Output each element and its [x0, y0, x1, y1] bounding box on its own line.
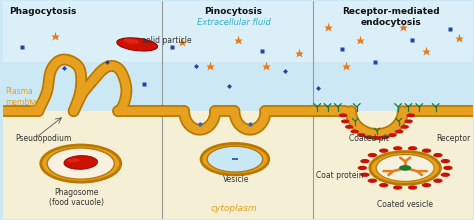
Circle shape: [358, 166, 367, 170]
Text: Coat protein: Coat protein: [316, 171, 364, 180]
Text: Phagosome
(food vacuole): Phagosome (food vacuole): [48, 188, 103, 207]
Circle shape: [399, 165, 411, 171]
Bar: [3, 111, 474, 219]
Circle shape: [207, 146, 263, 172]
Circle shape: [368, 179, 377, 183]
Circle shape: [201, 143, 269, 175]
Circle shape: [388, 133, 397, 137]
Circle shape: [360, 172, 370, 177]
Circle shape: [379, 183, 389, 187]
Circle shape: [350, 130, 359, 134]
Text: Vesicle: Vesicle: [223, 176, 249, 184]
Circle shape: [408, 185, 417, 190]
Circle shape: [345, 125, 354, 129]
Circle shape: [433, 153, 443, 157]
Circle shape: [401, 125, 409, 129]
Circle shape: [393, 185, 402, 190]
Circle shape: [443, 166, 453, 170]
Text: Receptor-mediated
endocytosis: Receptor-mediated endocytosis: [342, 7, 440, 27]
Text: Coated pit: Coated pit: [349, 134, 389, 143]
Circle shape: [433, 179, 443, 183]
Ellipse shape: [117, 38, 157, 51]
Circle shape: [393, 146, 402, 150]
Text: Plasma
membrane: Plasma membrane: [6, 87, 47, 106]
Text: Phagocytosis: Phagocytosis: [9, 7, 77, 16]
Circle shape: [441, 172, 450, 177]
Ellipse shape: [123, 38, 139, 44]
Circle shape: [381, 135, 389, 139]
Circle shape: [47, 148, 114, 179]
Circle shape: [368, 153, 377, 157]
Circle shape: [370, 152, 440, 184]
Circle shape: [341, 119, 349, 123]
Ellipse shape: [67, 158, 80, 163]
Circle shape: [339, 113, 347, 117]
Bar: [3, 1, 474, 62]
Circle shape: [41, 145, 121, 182]
Circle shape: [441, 159, 450, 163]
Text: Pseudopodium: Pseudopodium: [15, 134, 71, 143]
Circle shape: [360, 159, 370, 163]
Circle shape: [376, 154, 434, 181]
Circle shape: [408, 146, 417, 150]
Circle shape: [407, 113, 415, 117]
Text: cytoplasm: cytoplasm: [210, 204, 257, 213]
Ellipse shape: [64, 156, 98, 169]
Circle shape: [373, 136, 381, 140]
Circle shape: [365, 135, 373, 139]
Circle shape: [379, 148, 389, 153]
Circle shape: [395, 130, 403, 134]
Circle shape: [422, 183, 431, 187]
Bar: [232, 158, 238, 161]
Circle shape: [422, 148, 431, 153]
Circle shape: [404, 119, 413, 123]
Text: solid particle: solid particle: [142, 36, 191, 44]
Bar: [3, 1, 474, 111]
Text: Receptor: Receptor: [437, 134, 471, 143]
Text: Coated vesicle: Coated vesicle: [377, 200, 433, 209]
Circle shape: [357, 133, 365, 137]
Text: Pinocytosis: Pinocytosis: [204, 7, 263, 16]
Text: Extracellular fluid: Extracellular fluid: [197, 18, 271, 27]
